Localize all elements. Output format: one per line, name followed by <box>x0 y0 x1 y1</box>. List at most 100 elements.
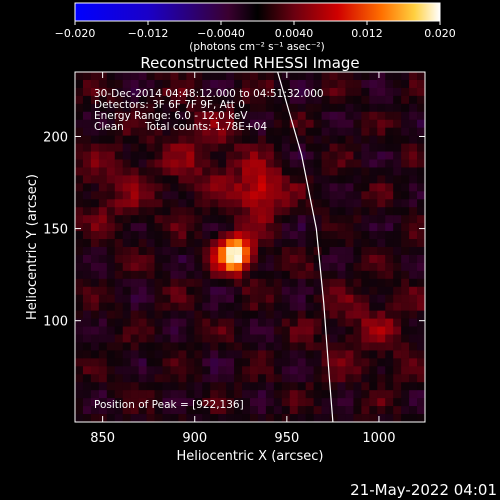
colorbar-tick-label: 0.0040 <box>275 27 314 40</box>
heatmap-pixel <box>218 223 227 232</box>
heatmap-pixel <box>417 111 425 121</box>
heatmap-pixel <box>186 199 195 208</box>
heatmap-pixel <box>353 119 362 128</box>
heatmap-pixel <box>393 247 402 256</box>
heatmap-pixel <box>305 167 314 176</box>
heatmap-pixel <box>90 350 100 359</box>
heatmap-pixel <box>369 278 378 288</box>
heatmap-pixel <box>186 95 195 105</box>
heatmap-pixel <box>122 223 131 232</box>
heatmap-pixel <box>305 398 314 407</box>
heatmap-pixel <box>337 302 346 311</box>
heatmap-pixel <box>289 183 299 192</box>
heatmap-pixel <box>122 175 131 184</box>
heatmap-pixel <box>75 366 84 375</box>
heatmap-pixel <box>178 302 187 311</box>
heatmap-pixel <box>90 262 100 272</box>
heatmap-pixel <box>234 167 243 176</box>
heatmap-pixel <box>361 334 370 343</box>
heatmap-pixel <box>90 374 100 383</box>
heatmap-pixel <box>170 374 179 383</box>
heatmap-pixel <box>257 87 267 97</box>
heatmap-pixel <box>122 262 131 272</box>
heatmap-pixel <box>281 103 291 113</box>
heatmap-pixel <box>218 358 227 367</box>
heatmap-pixel <box>98 350 108 359</box>
heatmap-pixel <box>162 302 171 311</box>
heatmap-pixel <box>337 326 346 335</box>
heatmap-pixel <box>82 326 92 335</box>
heatmap-pixel <box>289 87 299 97</box>
heatmap-pixel <box>289 406 299 415</box>
heatmap-pixel <box>234 366 243 375</box>
heatmap-pixel <box>234 191 243 200</box>
heatmap-pixel <box>257 342 267 351</box>
heatmap-pixel <box>329 310 338 319</box>
heatmap-pixel <box>98 278 108 288</box>
heatmap-pixel <box>178 87 187 97</box>
heatmap-pixel <box>329 87 338 97</box>
heatmap-pixel <box>321 191 330 200</box>
heatmap-pixel <box>146 239 155 248</box>
heatmap-pixel <box>138 143 147 152</box>
heatmap-pixel <box>106 326 116 335</box>
heatmap-pixel <box>273 294 283 303</box>
heatmap-pixel <box>393 103 402 113</box>
heatmap-pixel <box>154 318 163 327</box>
heatmap-pixel <box>297 254 306 264</box>
heatmap-pixel <box>250 183 259 192</box>
heatmap-pixel <box>361 87 370 97</box>
heatmap-pixel <box>377 414 386 422</box>
heatmap-pixel <box>75 223 84 232</box>
heatmap-pixel <box>361 223 370 232</box>
heatmap-pixel <box>305 350 314 359</box>
heatmap-pixel <box>297 167 306 176</box>
heatmap-pixel <box>369 390 378 399</box>
heatmap-pixel <box>265 167 275 176</box>
heatmap-pixel <box>273 72 283 81</box>
heatmap-pixel <box>186 406 195 415</box>
heatmap-pixel <box>321 79 330 89</box>
heatmap-pixel <box>98 95 108 105</box>
heatmap-pixel <box>154 183 163 192</box>
heatmap-pixel <box>337 111 346 121</box>
heatmap-pixel <box>409 286 418 296</box>
heatmap-pixel <box>289 374 299 383</box>
heatmap-pixel <box>329 95 338 105</box>
heatmap-pixel <box>210 254 219 264</box>
heatmap-pixel <box>210 95 219 105</box>
heatmap-pixel <box>162 366 171 375</box>
heatmap-pixel <box>377 318 386 327</box>
heatmap-pixel <box>393 151 402 160</box>
heatmap-pixel <box>162 310 171 319</box>
heatmap-pixel <box>289 135 299 144</box>
heatmap-pixel <box>393 191 402 200</box>
heatmap-pixel <box>210 366 219 375</box>
heatmap-pixel <box>401 95 410 105</box>
heatmap-pixel <box>377 278 386 288</box>
heatmap-pixel <box>226 414 235 422</box>
heatmap-pixel <box>202 254 211 264</box>
heatmap-pixel <box>273 247 283 256</box>
heatmap-pixel <box>242 318 251 327</box>
heatmap-pixel <box>409 239 418 248</box>
heatmap-pixel <box>138 326 147 335</box>
heatmap-pixel <box>353 223 362 232</box>
heatmap-pixel <box>146 199 155 208</box>
heatmap-pixel <box>417 350 425 359</box>
heatmap-pixel <box>75 358 84 367</box>
heatmap-pixel <box>98 334 108 343</box>
heatmap-pixel <box>162 183 171 192</box>
heatmap-pixel <box>321 294 330 303</box>
heatmap-pixel <box>234 119 243 128</box>
heatmap-pixel <box>353 79 362 89</box>
heatmap-pixel <box>321 95 330 105</box>
heatmap-pixel <box>146 350 155 359</box>
heatmap-pixel <box>242 159 251 168</box>
heatmap-pixel <box>178 366 187 375</box>
heatmap-pixel <box>234 223 243 232</box>
heatmap-pixel <box>321 398 330 407</box>
heatmap-pixel <box>106 247 116 256</box>
heatmap-pixel <box>90 191 100 200</box>
heatmap-pixel <box>154 406 163 415</box>
